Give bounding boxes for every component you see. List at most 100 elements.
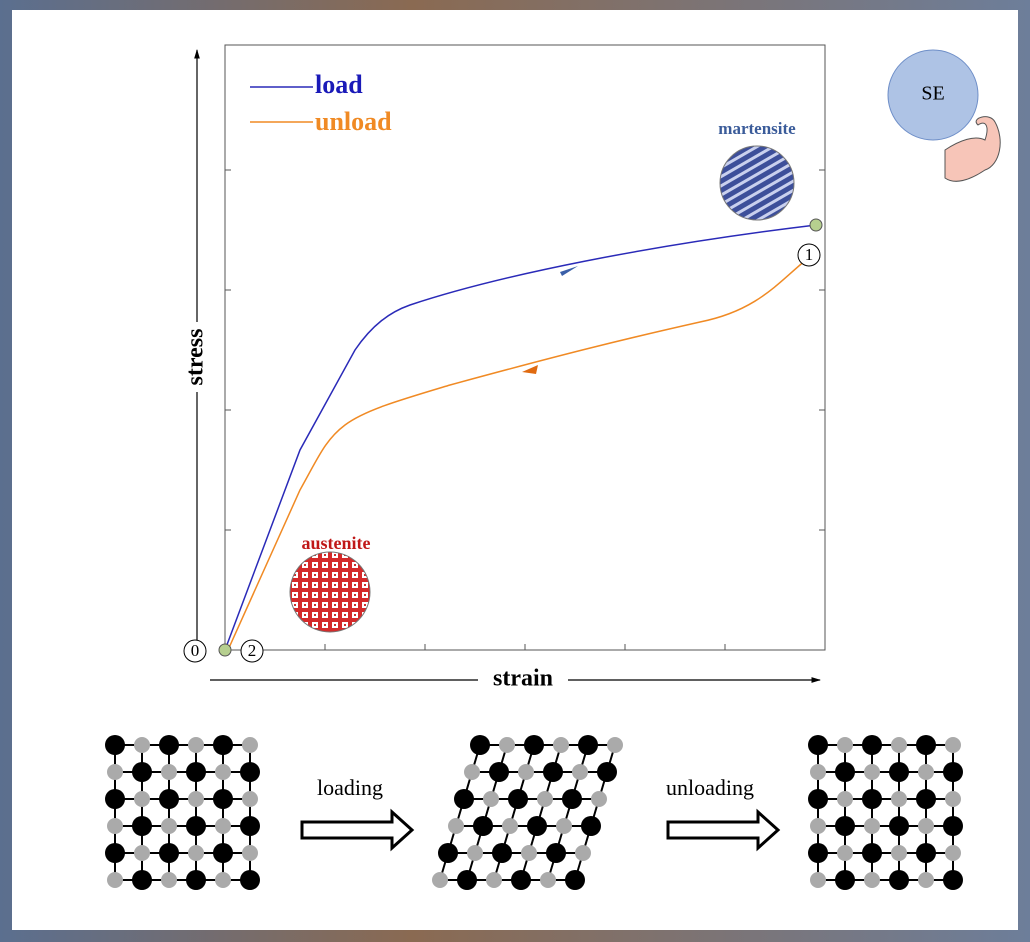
- martensite-icon: [720, 146, 794, 220]
- lattice-atom: [565, 870, 585, 890]
- lattice-atom: [492, 843, 512, 863]
- lattice-atom: [808, 789, 828, 809]
- lattice-atom: [215, 872, 231, 888]
- lattice-atom: [943, 816, 963, 836]
- lattice-atom: [810, 818, 826, 834]
- legend-label: load: [315, 70, 363, 99]
- lattice-atom: [581, 816, 601, 836]
- lattice-atom: [242, 737, 258, 753]
- lattice-atom: [591, 791, 607, 807]
- lattice-atom: [562, 789, 582, 809]
- lattice-atom: [502, 818, 518, 834]
- lattice-atom: [607, 737, 623, 753]
- lattice-atom: [546, 843, 566, 863]
- lattice-atom: [161, 764, 177, 780]
- y-axis-label: stress: [183, 329, 209, 386]
- lattice-atom: [188, 845, 204, 861]
- lattice-atom: [945, 737, 961, 753]
- lattice-atom: [916, 789, 936, 809]
- lattice-atom: [215, 818, 231, 834]
- lattice-atom: [107, 764, 123, 780]
- badge-label: SE: [921, 83, 944, 105]
- lattice-atom: [556, 818, 572, 834]
- phase-label: martensite: [718, 119, 796, 138]
- point-label: 1: [805, 245, 814, 264]
- lattice-atom: [916, 735, 936, 755]
- lattice-atom: [835, 816, 855, 836]
- lattice-atom: [572, 764, 588, 780]
- lattice-atom: [527, 816, 547, 836]
- lattice-atom: [470, 735, 490, 755]
- process-arrow: [668, 812, 778, 848]
- lattice-atom: [508, 789, 528, 809]
- lattice-atom: [891, 845, 907, 861]
- process-label: unloading: [666, 775, 754, 800]
- legend-label: unload: [315, 107, 392, 136]
- lattice-atom: [511, 870, 531, 890]
- x-axis-label: strain: [493, 666, 553, 692]
- point-label: 2: [248, 641, 257, 660]
- lattice-atom: [864, 764, 880, 780]
- lattice-atom: [540, 872, 556, 888]
- lattice-atom: [864, 818, 880, 834]
- lattice-atom: [597, 762, 617, 782]
- lattice-atom: [889, 816, 909, 836]
- lattice-atom: [889, 762, 909, 782]
- lattice-atom: [553, 737, 569, 753]
- lattice-atom: [432, 872, 448, 888]
- lattice-atom: [945, 791, 961, 807]
- lattice-atom: [457, 870, 477, 890]
- lattice-atom: [521, 845, 537, 861]
- lattice-atom: [107, 818, 123, 834]
- lattice-atom: [132, 762, 152, 782]
- lattice-atom: [159, 843, 179, 863]
- point-dot: [219, 644, 231, 656]
- lattice-atom: [837, 737, 853, 753]
- lattice-atom: [891, 737, 907, 753]
- process-label: loading: [317, 775, 383, 800]
- lattice-atom: [186, 762, 206, 782]
- point-label: 0: [191, 641, 200, 660]
- lattice-atom: [188, 791, 204, 807]
- lattice-atom: [240, 870, 260, 890]
- lattice-atom: [537, 791, 553, 807]
- lattice-atom: [188, 737, 204, 753]
- lattice-atom: [918, 764, 934, 780]
- lattice-atom: [161, 872, 177, 888]
- lattice-atom: [161, 818, 177, 834]
- lattice-atom: [438, 843, 458, 863]
- lattice-atom: [134, 845, 150, 861]
- lattice-atom: [464, 764, 480, 780]
- lattice-atom: [810, 764, 826, 780]
- lattice-atom: [837, 845, 853, 861]
- austenite-icon: [290, 552, 370, 632]
- diagram: stress strain load unload austenite mart…: [0, 0, 1030, 942]
- lattice-atom: [889, 870, 909, 890]
- lattice-atom: [862, 843, 882, 863]
- lattice-atom: [862, 735, 882, 755]
- lattice-atom: [835, 870, 855, 890]
- lattice-atom: [448, 818, 464, 834]
- lattice-atom: [835, 762, 855, 782]
- lattice-atom: [499, 737, 515, 753]
- lattice-atom: [862, 789, 882, 809]
- lattice-atom: [186, 816, 206, 836]
- lattice-atom: [575, 845, 591, 861]
- lattice-atom: [240, 762, 260, 782]
- lattice-atom: [891, 791, 907, 807]
- lattice-atom: [132, 816, 152, 836]
- lattice-atom: [213, 789, 233, 809]
- lattice-atom: [808, 843, 828, 863]
- lattice-atom: [808, 735, 828, 755]
- lattice-atom: [864, 872, 880, 888]
- lattice-atom: [107, 872, 123, 888]
- lattice-atom: [489, 762, 509, 782]
- lattice-atom: [518, 764, 534, 780]
- lattice-atom: [945, 845, 961, 861]
- lattice-atom: [242, 845, 258, 861]
- lattice-atom: [105, 789, 125, 809]
- lattice-atom: [454, 789, 474, 809]
- lattice-atom: [159, 735, 179, 755]
- lattice-atom: [105, 735, 125, 755]
- lattice-atom: [943, 762, 963, 782]
